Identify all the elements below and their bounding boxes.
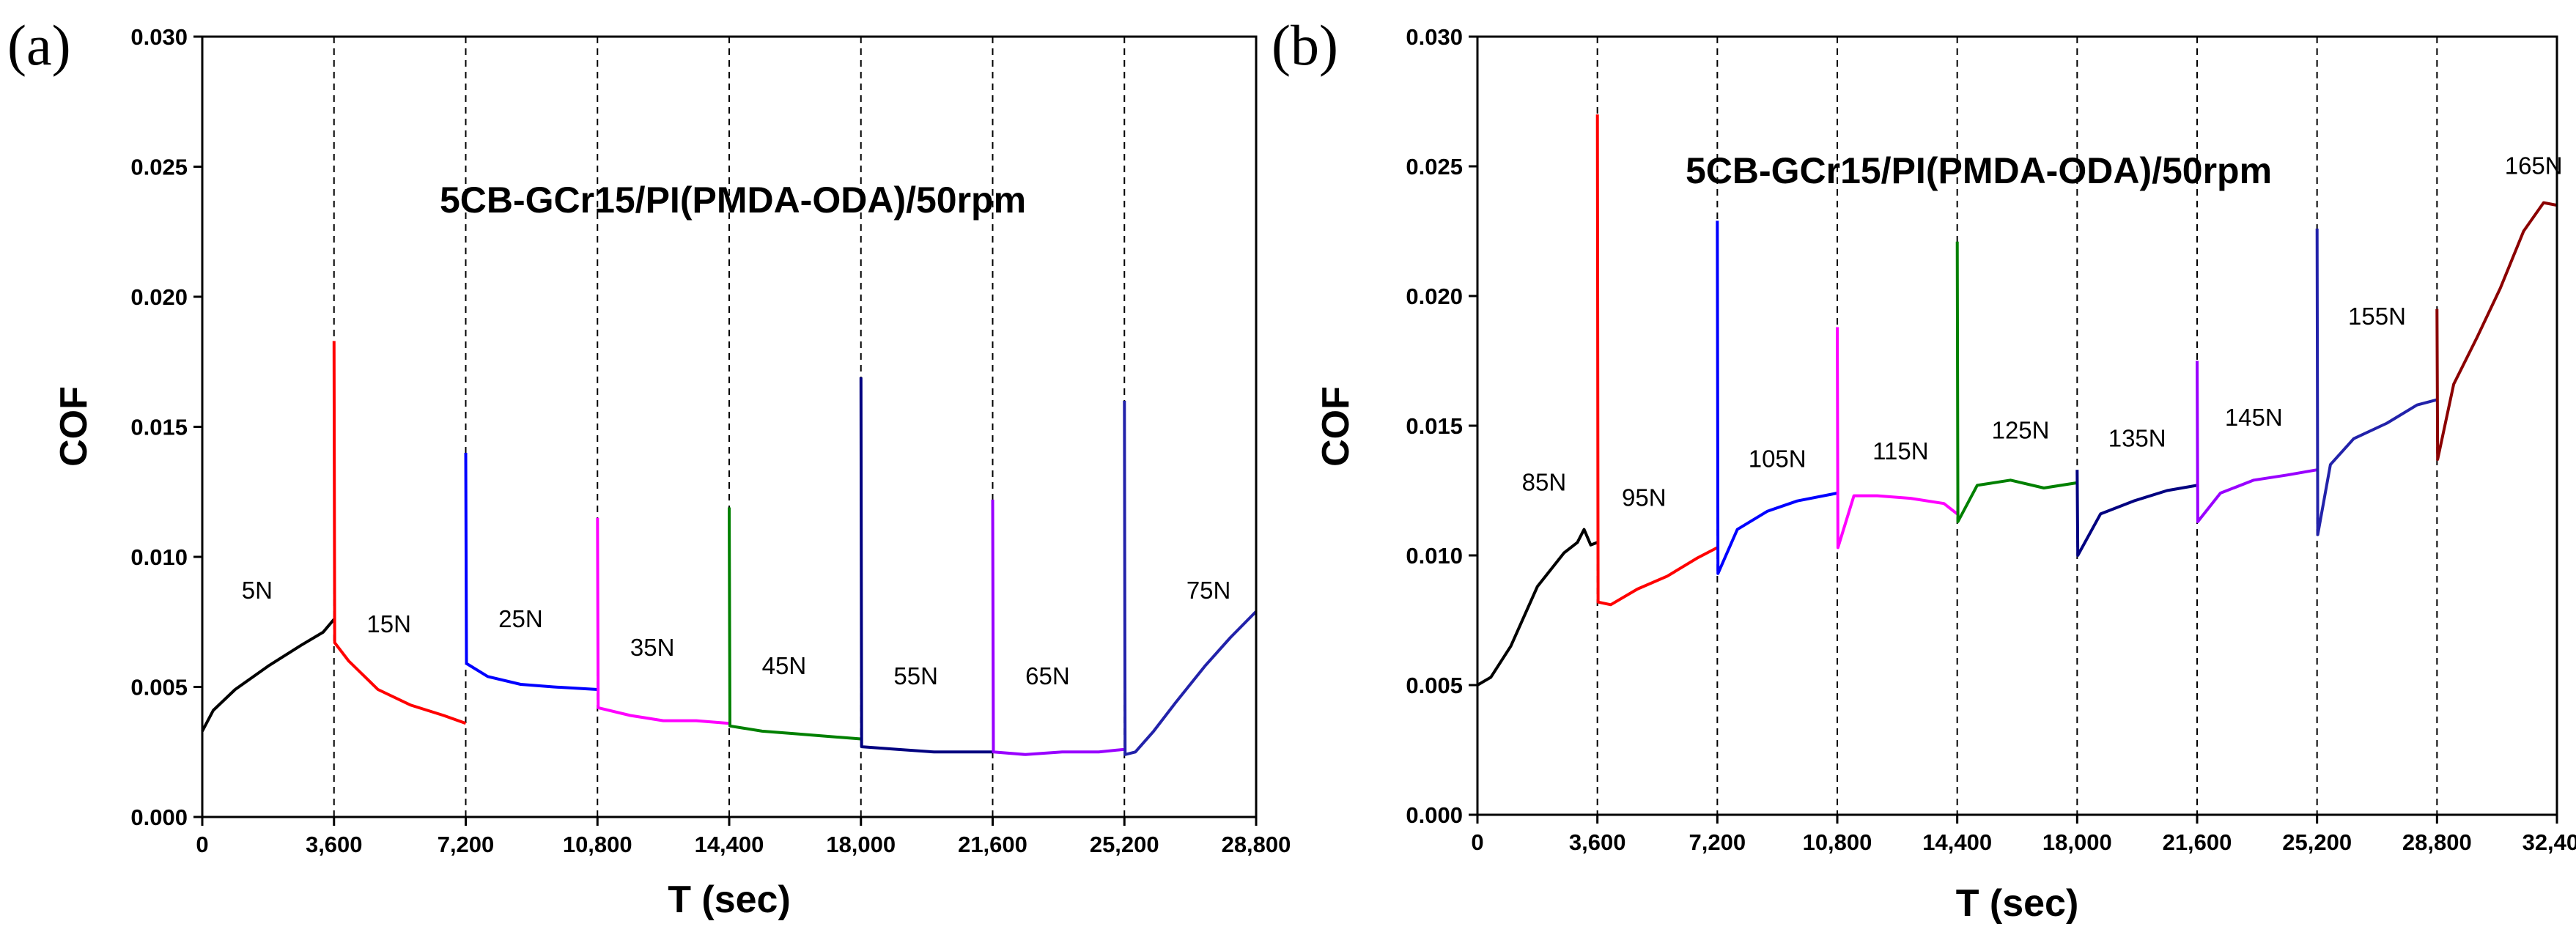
series-label-75N: 75N [1186,577,1231,604]
series-label-115N: 115N [1872,437,1928,465]
series-label-145N: 145N [2225,404,2283,431]
y-tick-label: 0.025 [130,155,188,180]
x-tick-label: 28,800 [1222,832,1291,857]
series-line-105N [1716,221,1838,575]
y-tick-label: 0.005 [1406,673,1463,698]
series-line-55N [859,377,993,754]
series-line-165N [2435,201,2558,461]
x-tick-label: 18,000 [826,832,896,857]
x-tick-label: 25,200 [2282,829,2352,855]
panel-label: (b) [1272,13,1338,77]
y-tick-label: 0.010 [130,544,188,570]
chart-title: 5CB-GCr15/PI(PMDA-ODA)/50rpm [440,180,1026,221]
series-line-75N [1123,400,1258,756]
series-line-145N [2196,360,2318,523]
x-tick-label: 7,200 [1689,829,1746,855]
y-tick-label: 0.000 [1406,802,1463,828]
series-label-65N: 65N [1025,662,1070,689]
series-line-15N [332,341,467,725]
x-tick-label: 28,800 [2402,829,2472,855]
x-tick-label: 10,800 [563,832,632,857]
y-tick-label: 0.000 [130,805,188,830]
series-label-15N: 15N [366,610,411,637]
y-tick-label: 0.020 [130,284,188,310]
series-label-85N: 85N [1522,469,1567,496]
series-line-155N [2315,228,2437,536]
y-axis-title: COF [1315,386,1357,467]
series-line-35N [596,517,730,725]
series-label-155N: 155N [2348,303,2406,330]
series-label-105N: 105N [1749,445,1806,473]
series-line-65N [991,499,1125,756]
x-tick-label: 18,000 [2042,829,2112,855]
y-tick-label: 0.025 [1406,154,1463,180]
x-tick-label: 14,400 [1922,829,1992,855]
x-tick-label: 21,600 [958,832,1027,857]
x-tick-label: 21,600 [2163,829,2232,855]
series-line-5N [201,618,336,732]
series-label-55N: 55N [893,662,938,689]
y-tick-label: 0.010 [1406,543,1463,569]
series-line-95N [1595,114,1719,607]
x-tick-label: 3,600 [1569,829,1626,855]
x-tick-label: 10,800 [1803,829,1872,855]
y-tick-label: 0.015 [130,415,188,440]
x-tick-label: 32,400 [2523,829,2576,855]
x-tick-label: 25,200 [1090,832,1159,857]
series-line-115N [1836,327,1958,550]
x-tick-label: 14,400 [695,832,764,857]
y-axis-title: COF [53,386,95,467]
series-line-135N [2075,470,2198,557]
y-tick-label: 0.030 [130,24,188,50]
series-label-45N: 45N [762,652,807,679]
chart-a: 5N 15N 25N 35N 45N 55N 65N 75N 0 3,600 7,200 10,800… [7,13,1291,921]
series-label-35N: 35N [630,634,675,661]
series-label-5N: 5N [242,577,273,604]
y-tick-label: 0.015 [1406,413,1463,439]
chart-title: 5CB-GCr15/PI(PMDA-ODA)/50rpm [1686,150,2272,191]
y-tick-label: 0.030 [1406,24,1463,50]
panel-label: (a) [7,13,71,77]
y-tick-label: 0.005 [130,675,188,700]
x-tick-label: 3,600 [306,832,363,857]
series-line-45N [728,507,861,741]
series-label-95N: 95N [1622,484,1667,511]
x-tick-label: 7,200 [438,832,495,857]
series-line-125N [1955,241,2078,523]
x-axis-title: T (sec) [668,879,791,921]
series-line-25N [464,452,598,691]
series-label-165N: 165N [2505,152,2563,180]
chart-b: 85N 95N 105N 115N 125N 135N 145N 155N 165N 0 3,600… [1272,13,2576,925]
series-label-135N: 135N [2108,424,2166,451]
series-line-85N [1476,528,1598,687]
series-label-125N: 125N [1992,417,2050,444]
series-label-25N: 25N [498,605,543,632]
y-tick-label: 0.020 [1406,284,1463,309]
x-tick-label: 0 [1471,829,1483,855]
x-tick-label: 0 [196,832,208,857]
x-axis-title: T (sec) [1956,882,2079,925]
